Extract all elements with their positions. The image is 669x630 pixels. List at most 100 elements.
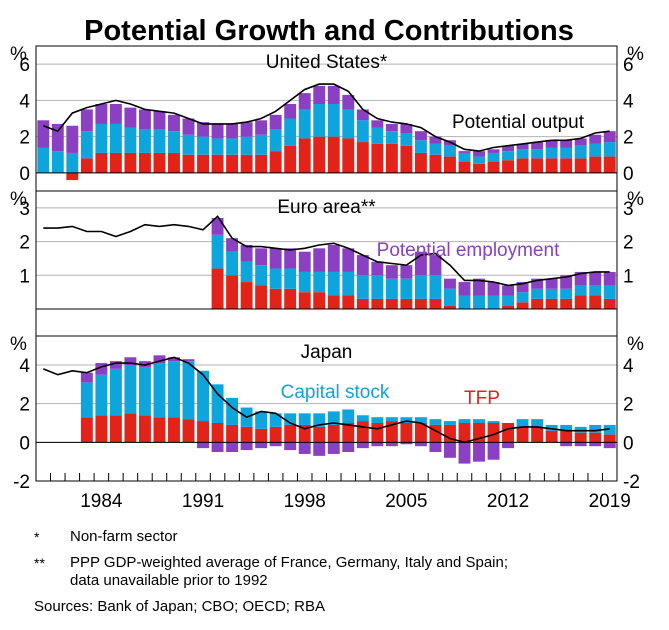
bar-capital-stock <box>400 278 413 299</box>
bar-capital-stock <box>197 370 209 422</box>
bar-tfp <box>298 424 311 443</box>
y-tick-label-left: 3 <box>19 199 30 220</box>
bar-tfp <box>255 285 268 310</box>
bar-capital-stock <box>458 295 471 310</box>
footnote-mark: * <box>34 529 40 545</box>
bar-capital-stock <box>473 156 485 164</box>
bar-capital-stock <box>327 104 340 137</box>
bar-tfp <box>487 423 500 443</box>
bar-capital-stock <box>589 143 602 157</box>
bar-tfp <box>109 415 122 443</box>
bar-capital-stock <box>51 151 64 173</box>
bar-potential-employment <box>400 442 413 445</box>
bar-potential-employment <box>473 442 485 462</box>
bar-capital-stock <box>429 143 442 155</box>
series-line-potential-output <box>43 356 610 444</box>
bar-potential-employment <box>313 85 326 104</box>
bar-potential-employment <box>560 442 573 447</box>
bar-capital-stock <box>560 288 573 299</box>
bar-potential-employment <box>444 442 456 458</box>
bar-potential-employment <box>255 248 268 266</box>
bar-potential-employment <box>197 442 209 449</box>
bar-tfp <box>589 295 602 310</box>
y-tick-label-right: 0 <box>623 433 634 454</box>
bar-capital-stock <box>502 295 515 306</box>
bar-tfp <box>444 305 456 310</box>
bar-tfp <box>327 136 340 173</box>
bar-capital-stock <box>400 133 413 146</box>
bar-tfp <box>298 138 311 173</box>
bar-tfp <box>356 298 369 310</box>
bar-potential-employment <box>545 140 558 148</box>
bar-capital-stock <box>66 152 79 173</box>
bar-potential-employment <box>153 355 166 364</box>
bar-potential-employment <box>138 361 151 367</box>
bar-capital-stock <box>255 265 268 286</box>
bar-potential-employment <box>138 109 151 130</box>
bar-potential-employment <box>589 271 602 286</box>
bar-tfp <box>226 424 239 443</box>
y-tick-label-left: 2 <box>19 233 30 254</box>
bar-potential-employment <box>560 275 573 289</box>
bar-capital-stock <box>342 109 355 139</box>
bar-tfp <box>168 417 180 443</box>
bar-tfp <box>502 160 515 173</box>
bar-tfp <box>429 424 442 443</box>
bar-potential-employment <box>269 248 282 269</box>
bar-potential-employment <box>313 248 326 272</box>
x-tick-label: 1998 <box>284 491 326 512</box>
bar-potential-employment <box>168 357 180 362</box>
bar-capital-stock <box>487 421 500 423</box>
bar-potential-employment <box>603 271 616 286</box>
bar-capital-stock <box>226 138 239 155</box>
bar-potential-employment <box>356 255 369 276</box>
bar-tfp <box>240 282 253 310</box>
bar-capital-stock <box>211 384 224 423</box>
unit-label-left: % <box>10 44 27 65</box>
bar-potential-employment <box>269 114 282 130</box>
bar-potential-employment <box>429 442 442 452</box>
bar-potential-employment <box>226 238 239 252</box>
bar-tfp <box>182 419 195 443</box>
bar-tfp <box>574 295 587 310</box>
bar-potential-employment <box>473 278 485 296</box>
bar-potential-employment <box>385 442 398 447</box>
bar-potential-employment <box>400 123 413 133</box>
bar-tfp <box>197 154 209 173</box>
bar-tfp <box>371 143 384 173</box>
bar-capital-stock <box>182 361 195 420</box>
bar-potential-employment <box>458 442 471 464</box>
y-tick-label-left: -2 <box>13 472 30 493</box>
bar-tfp <box>487 162 500 173</box>
annotation-label: TFP <box>464 388 500 409</box>
bar-potential-employment <box>342 248 355 272</box>
bar-potential-employment <box>153 111 166 130</box>
bar-capital-stock <box>414 140 427 153</box>
bar-capital-stock <box>589 285 602 296</box>
bar-potential-employment <box>197 122 209 137</box>
bar-potential-employment <box>255 442 268 449</box>
bar-capital-stock <box>516 419 529 427</box>
bar-potential-employment <box>66 125 79 153</box>
bar-capital-stock <box>80 382 93 418</box>
bar-potential-employment <box>284 442 297 451</box>
bar-potential-employment <box>284 104 297 119</box>
bar-tfp <box>603 298 616 310</box>
bar-capital-stock <box>269 268 282 289</box>
bar-capital-stock <box>560 147 573 159</box>
bar-capital-stock <box>298 413 311 425</box>
bar-potential-employment <box>313 442 326 456</box>
bar-potential-employment <box>603 131 616 143</box>
bar-capital-stock <box>240 136 253 155</box>
bar-capital-stock <box>182 134 195 155</box>
bar-capital-stock <box>603 424 616 435</box>
unit-label-right: % <box>627 334 644 355</box>
bar-capital-stock <box>356 120 369 143</box>
bar-tfp <box>269 426 282 443</box>
bar-capital-stock <box>444 288 456 306</box>
bar-tfp <box>458 423 471 443</box>
bar-capital-stock <box>603 142 616 157</box>
bar-capital-stock <box>385 278 398 299</box>
bar-tfp <box>138 415 151 443</box>
bar-tfp <box>298 292 311 310</box>
